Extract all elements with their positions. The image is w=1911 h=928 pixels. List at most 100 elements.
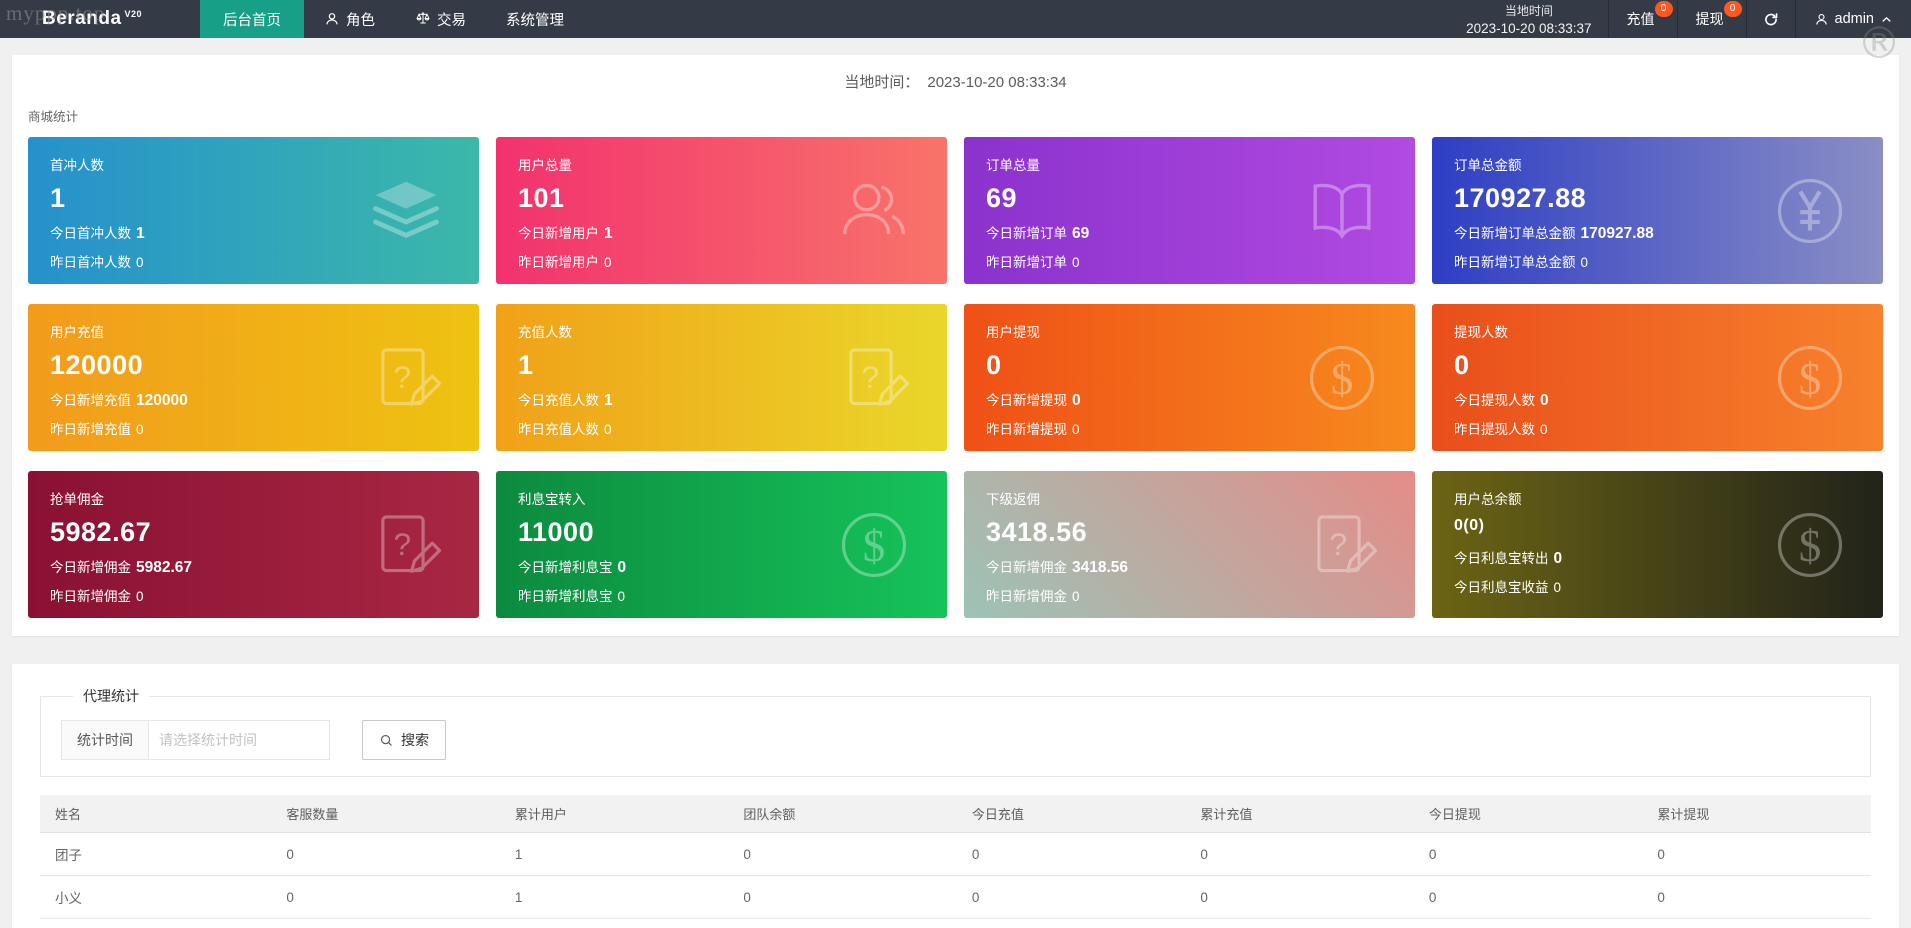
table-cell: 1 [499,875,729,919]
card-today-line: 今日新增充值 120000 [50,392,188,409]
local-time-value: 2023-10-20 08:33:37 [1466,21,1592,36]
stat-time-input[interactable] [148,720,330,760]
recharge-badge: 0 [1654,1,1673,17]
card-today-line: 今日新增订单 69 [986,225,1090,242]
card-today-line: 今日新增利息宝 0 [518,559,627,576]
table-cell: 0 [1413,832,1643,876]
recharge-button[interactable]: 充值 0 [1609,0,1677,38]
recharge-label: 充值 [1626,11,1655,27]
table-header: 姓名 [40,795,272,833]
card-title: 订单总量 [986,158,1040,173]
table-cell: 0 [1185,875,1414,919]
brand-logo: Beranda V20 [42,0,142,38]
card-title: 提现人数 [1454,325,1508,340]
card-yesterday-line: 昨日新增利息宝 0 [518,589,626,604]
card-today-line: 今日利息宝转出 0 [1454,550,1563,567]
card-title: 用户提现 [986,325,1040,340]
table-cell: 1 [499,832,729,876]
dollar-circle-icon: $ [835,506,913,584]
card-today-line: 今日新增订单总金额 170927.88 [1454,225,1654,242]
nav-item-label: 系统管理 [506,12,565,29]
table-row: 团子 0 1 0 0 0 0 0 [40,832,1871,876]
table-cell: 0 [728,875,957,919]
stat-card-9: 抢单佣金 5982.67 今日新增佣金 5982.67 昨日新增佣金 0 ? [28,471,479,618]
agent-filter-row: 统计时间 搜索 [61,720,1850,760]
table-cell: 0 [956,832,1186,876]
navbar-right: 当地时间 2023-10-20 08:33:37 充值 0 提现 0 [1450,0,1911,38]
nav-item-label: 角色 [346,12,376,29]
book-icon [1303,172,1381,250]
table-cell: 0 [1185,832,1414,876]
user-icon [324,11,340,27]
search-button[interactable]: 搜索 [362,720,446,760]
card-value: 3418.56 [986,517,1088,547]
agent-stats-legend: 代理统计 [83,688,139,704]
dollar-circle-icon: $ [1771,506,1849,584]
yen-circle-icon [1771,172,1849,250]
card-yesterday-line: 昨日新增佣金 0 [50,589,144,604]
table-header: 累计用户 [499,795,729,833]
dollar-circle-icon: $ [1303,339,1381,417]
refresh-button[interactable] [1747,0,1795,38]
local-time-display: 当地时间 2023-10-20 08:33:37 [1450,0,1607,38]
card-yesterday-line: 昨日新增提现 0 [986,422,1080,437]
nav-item-2[interactable]: 角色 [304,0,395,38]
mall-stats-panel: 当地时间： 2023-10-20 08:33:34 商城统计 首冲人数 1 今日首… [12,55,1899,636]
nav-item-3[interactable]: 交易 [395,0,486,38]
nav-item-label: 后台首页 [223,12,282,29]
card-title: 用户充值 [50,325,104,340]
card-today-line: 今日新增佣金 5982.67 [50,559,193,576]
card-yesterday-line: 昨日首冲人数 0 [50,255,144,270]
svg-text:$: $ [1799,353,1822,403]
withdraw-label: 提现 [1695,11,1724,27]
svg-text:$: $ [1331,353,1354,403]
nav-item-4[interactable]: 系统管理 [486,0,584,38]
nav-item-1[interactable]: 后台首页 [200,0,305,38]
nav-item-label: 交易 [437,12,467,29]
stats-cards: 首冲人数 1 今日首冲人数 1 昨日首冲人数 0 用户总量 101 今日新增用户 1 … [28,137,1883,618]
stat-card-7: 用户提现 0 今日新增提现 0 昨日新增提现 0 $ [964,304,1415,451]
card-value: 0(0) [1454,517,1485,534]
stat-card-3: 订单总量 69 今日新增订单 69 昨日新增订单 0 [964,137,1415,284]
table-cell: 0 [956,918,1186,928]
divider [1794,0,1796,38]
card-value: 120000 [50,350,144,380]
search-icon [379,733,394,748]
svg-text:?: ? [394,358,412,394]
table-cell: 0 [1413,875,1643,919]
table-cell: 团子 [40,832,272,876]
agent-stats-panel: 代理统计 统计时间 搜索 姓名客服数量累计用户团队余额今日充值累计充值今日提现累… [12,664,1899,928]
card-title: 用户总量 [518,158,572,173]
admin-menu[interactable]: admin [1796,0,1911,38]
doc-edit-icon: ? [1303,506,1381,584]
table-row: 小义 0 1 0 0 0 0 0 [40,875,1871,919]
top-navbar: Beranda V20 后台首页 角色 交易 系统管理 当地时间 2023-10-20 … [0,0,1911,38]
svg-text:$: $ [863,520,886,570]
user-icon [1814,12,1829,27]
card-yesterday-line: 昨日提现人数 0 [1454,422,1548,437]
panel-time-label: 当地时间： [844,74,920,91]
withdraw-button[interactable]: 提现 0 [1678,0,1746,38]
stat-card-10: 利息宝转入 11000 今日新增利息宝 0 昨日新增利息宝 0 $ [496,471,947,618]
card-title: 下级返佣 [986,492,1040,507]
stat-card-1: 首冲人数 1 今日首冲人数 1 昨日首冲人数 0 [28,137,479,284]
table-cell: 0 [956,875,1186,919]
card-yesterday-line: 昨日新增订单 0 [986,255,1080,270]
card-title: 用户总余额 [1454,492,1522,507]
table-cell: 0 [1185,918,1414,928]
card-value: 0 [1454,350,1470,380]
divider [1745,0,1747,38]
agent-table: 姓名 客服数量 累计用户 团队余额 今日充值 累计充值 今日提现 累计提现 团子 0 1 0 0 0 0 0… [40,795,1871,928]
card-value: 170927.88 [1454,183,1587,213]
card-title: 订单总金额 [1454,158,1522,173]
layers-icon [367,172,445,250]
svg-text:$: $ [1799,520,1822,570]
stat-card-5: 用户充值 120000 今日新增充值 120000 昨日新增充值 0 ? [28,304,479,451]
section-title-mall-stats: 商城统计 [28,110,79,124]
table-body: 团子0100000小义0100000小洋0100000 [40,832,1871,928]
table-cell: 0 [728,832,957,876]
doc-edit-icon: ? [367,506,445,584]
card-title: 充值人数 [518,325,572,340]
table-cell: 1 [499,918,729,928]
